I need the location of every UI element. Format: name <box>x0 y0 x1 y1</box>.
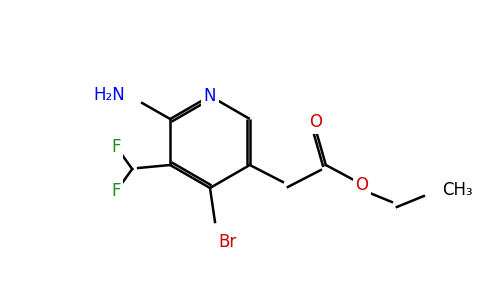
Text: CH₃: CH₃ <box>442 181 472 199</box>
Text: H₂N: H₂N <box>93 86 125 104</box>
Text: F: F <box>111 182 121 200</box>
Text: O: O <box>355 176 368 194</box>
Text: O: O <box>309 113 322 131</box>
Text: N: N <box>204 87 216 105</box>
Text: Br: Br <box>219 233 237 251</box>
Text: F: F <box>111 138 121 156</box>
